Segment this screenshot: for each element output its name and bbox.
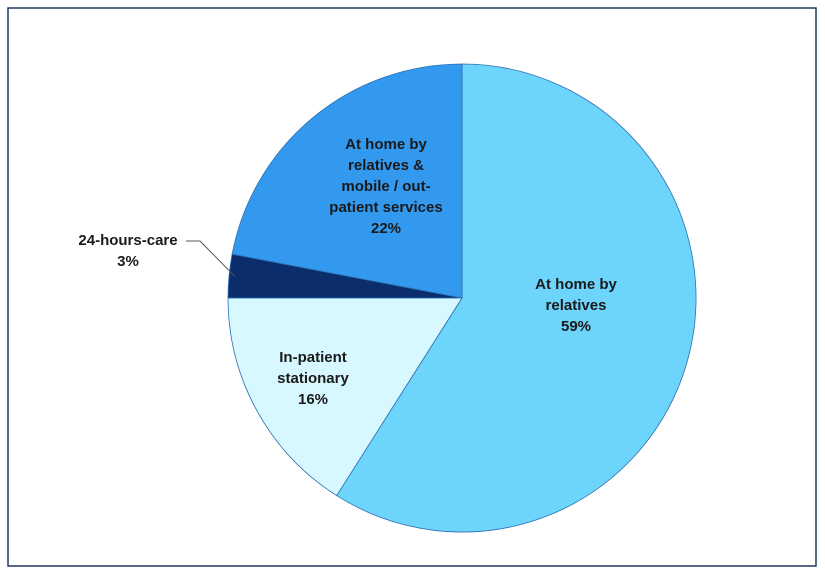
slice-label: At home by <box>345 136 427 153</box>
slice-label: relatives <box>546 297 607 314</box>
slice-value-label: 59% <box>561 318 591 335</box>
slice-value-label: 16% <box>298 391 328 408</box>
slice-label: relatives & <box>348 157 424 174</box>
slice-label: patient services <box>329 199 442 216</box>
slice-value-label: 22% <box>371 220 401 237</box>
slice-label: mobile / out- <box>341 178 430 195</box>
leader-line <box>186 240 236 277</box>
slice-label: 24-hours-care <box>78 232 177 249</box>
slice-label: At home by <box>535 276 617 293</box>
slice-label: stationary <box>277 370 349 387</box>
pie-slice <box>336 63 697 533</box>
slice-label: In-patient <box>279 349 347 366</box>
pie-slice <box>231 63 463 299</box>
slice-value-label: 3% <box>117 253 139 270</box>
pie-slice <box>227 297 463 497</box>
